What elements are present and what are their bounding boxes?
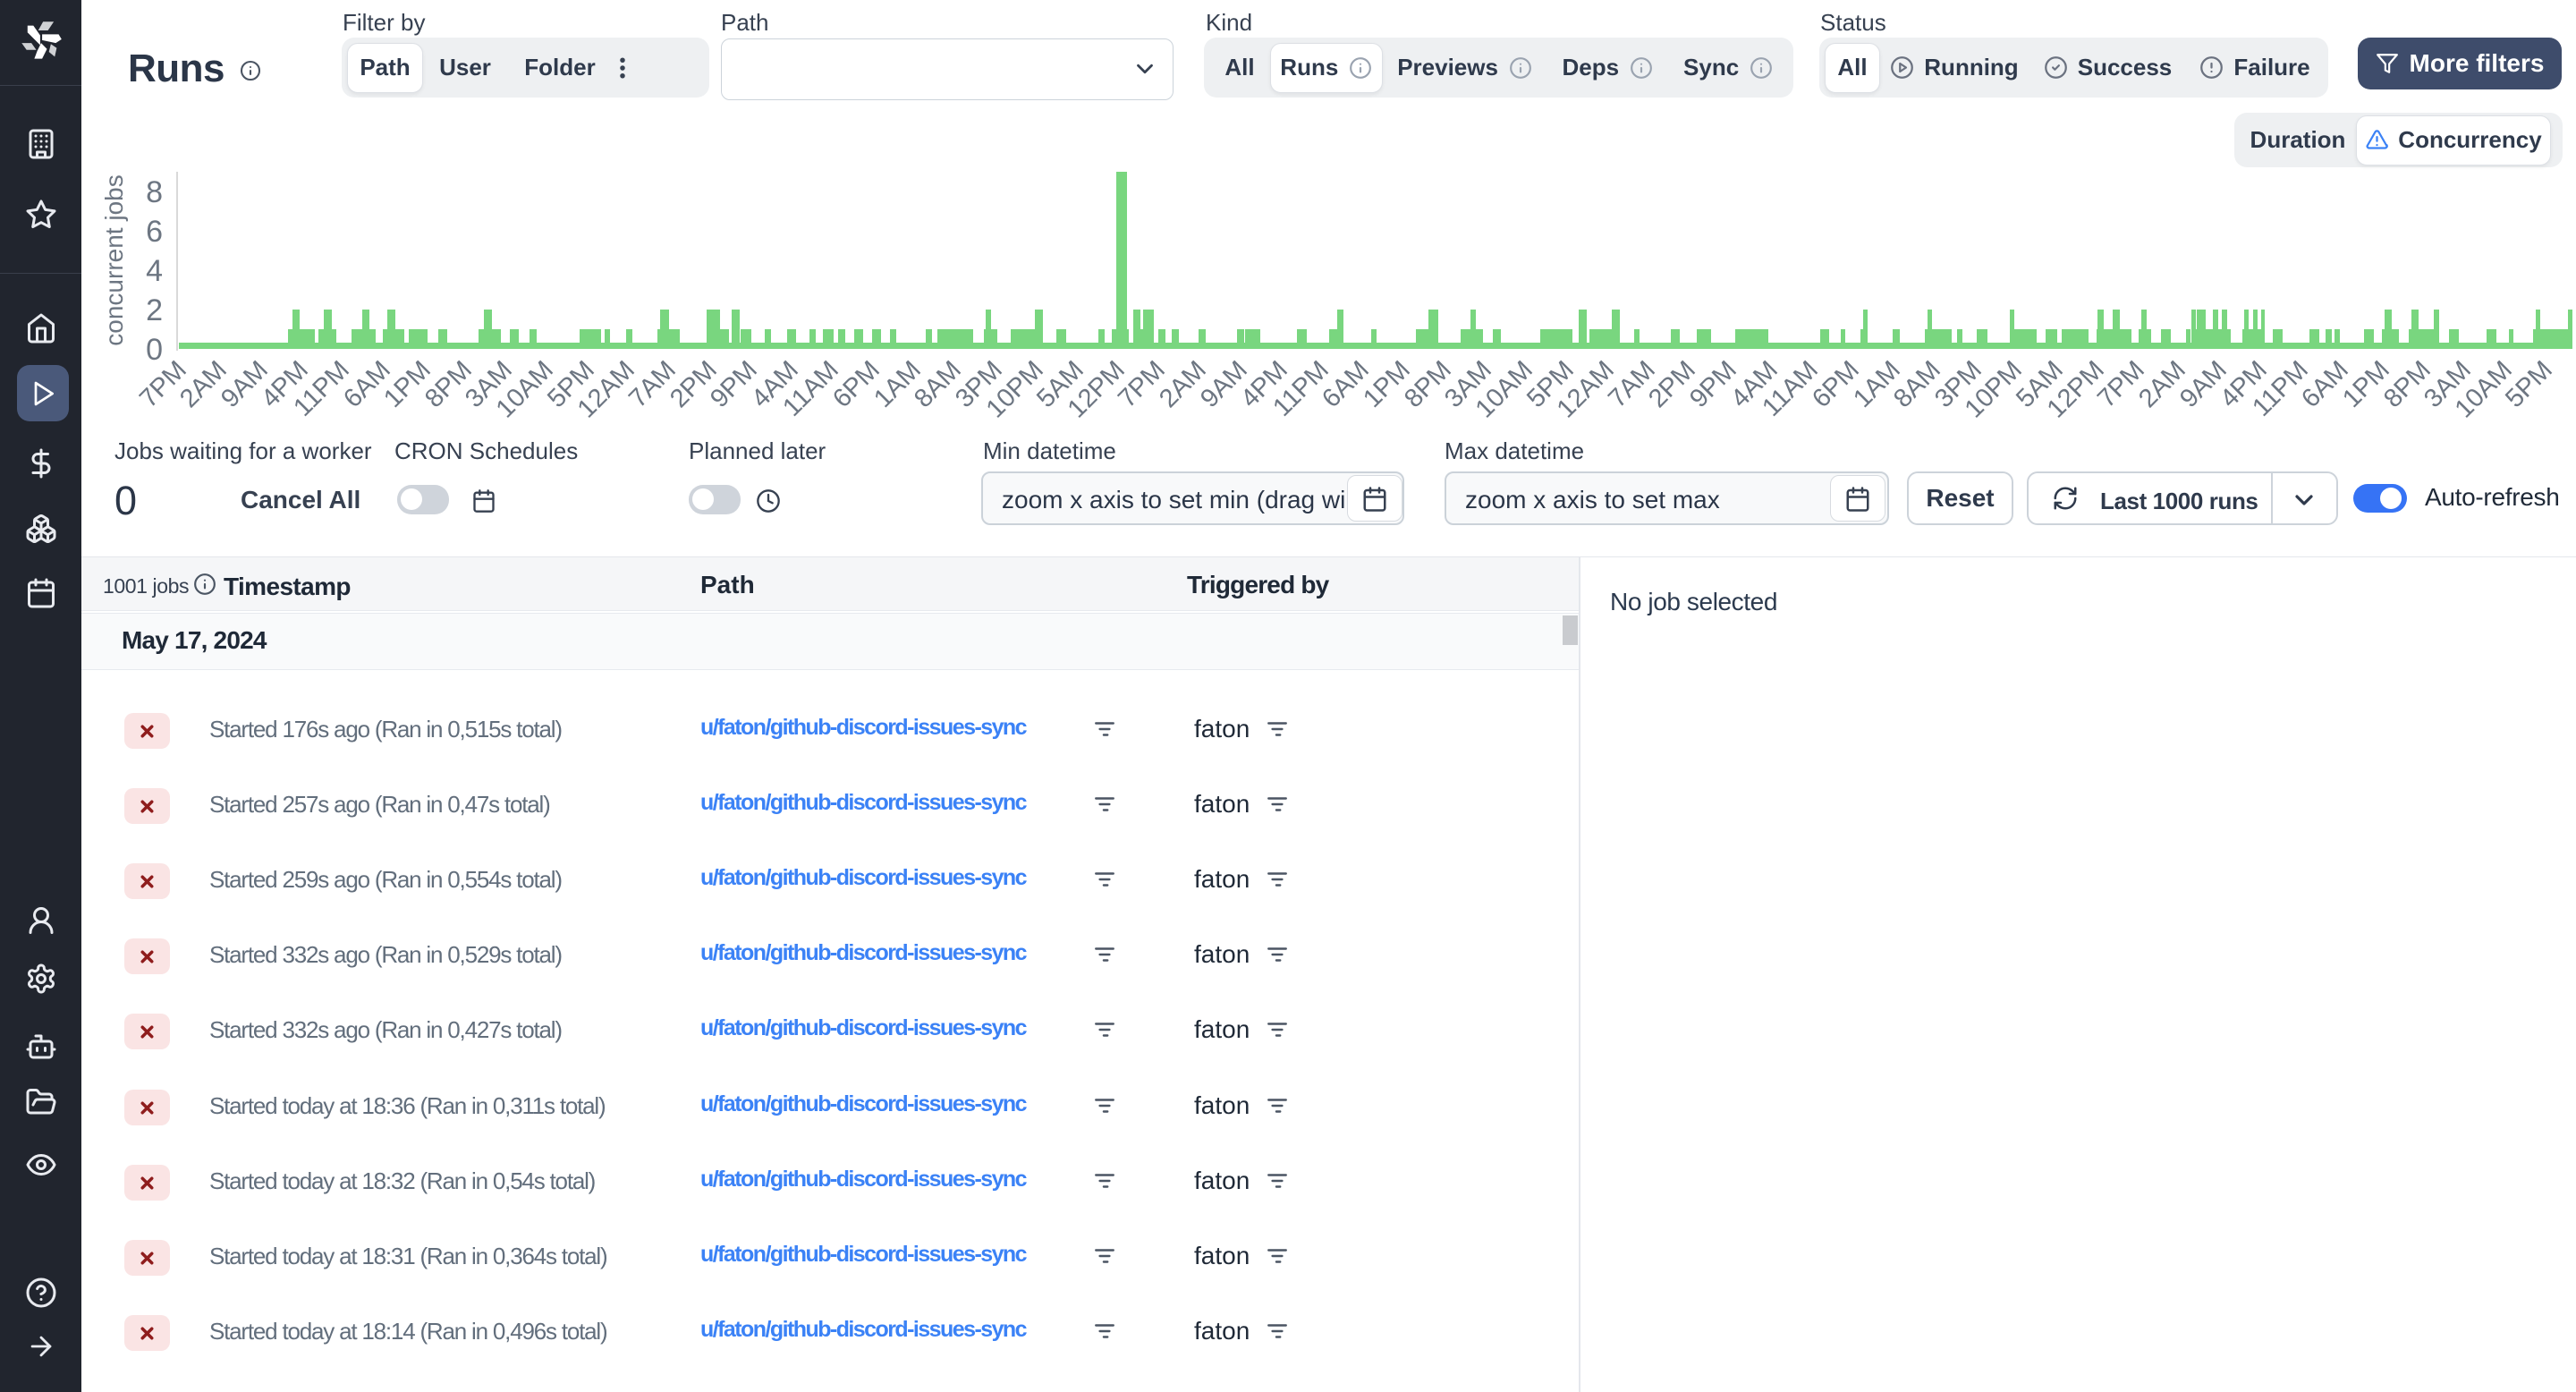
svg-text:8: 8 [146, 175, 163, 209]
svg-text:concurrent jobs: concurrent jobs [100, 174, 128, 345]
svg-text:2: 2 [146, 293, 163, 327]
svg-text:4: 4 [146, 254, 163, 288]
svg-text:5PM: 5PM [2500, 355, 2558, 413]
svg-text:6: 6 [146, 215, 163, 249]
svg-text:0: 0 [146, 333, 163, 367]
